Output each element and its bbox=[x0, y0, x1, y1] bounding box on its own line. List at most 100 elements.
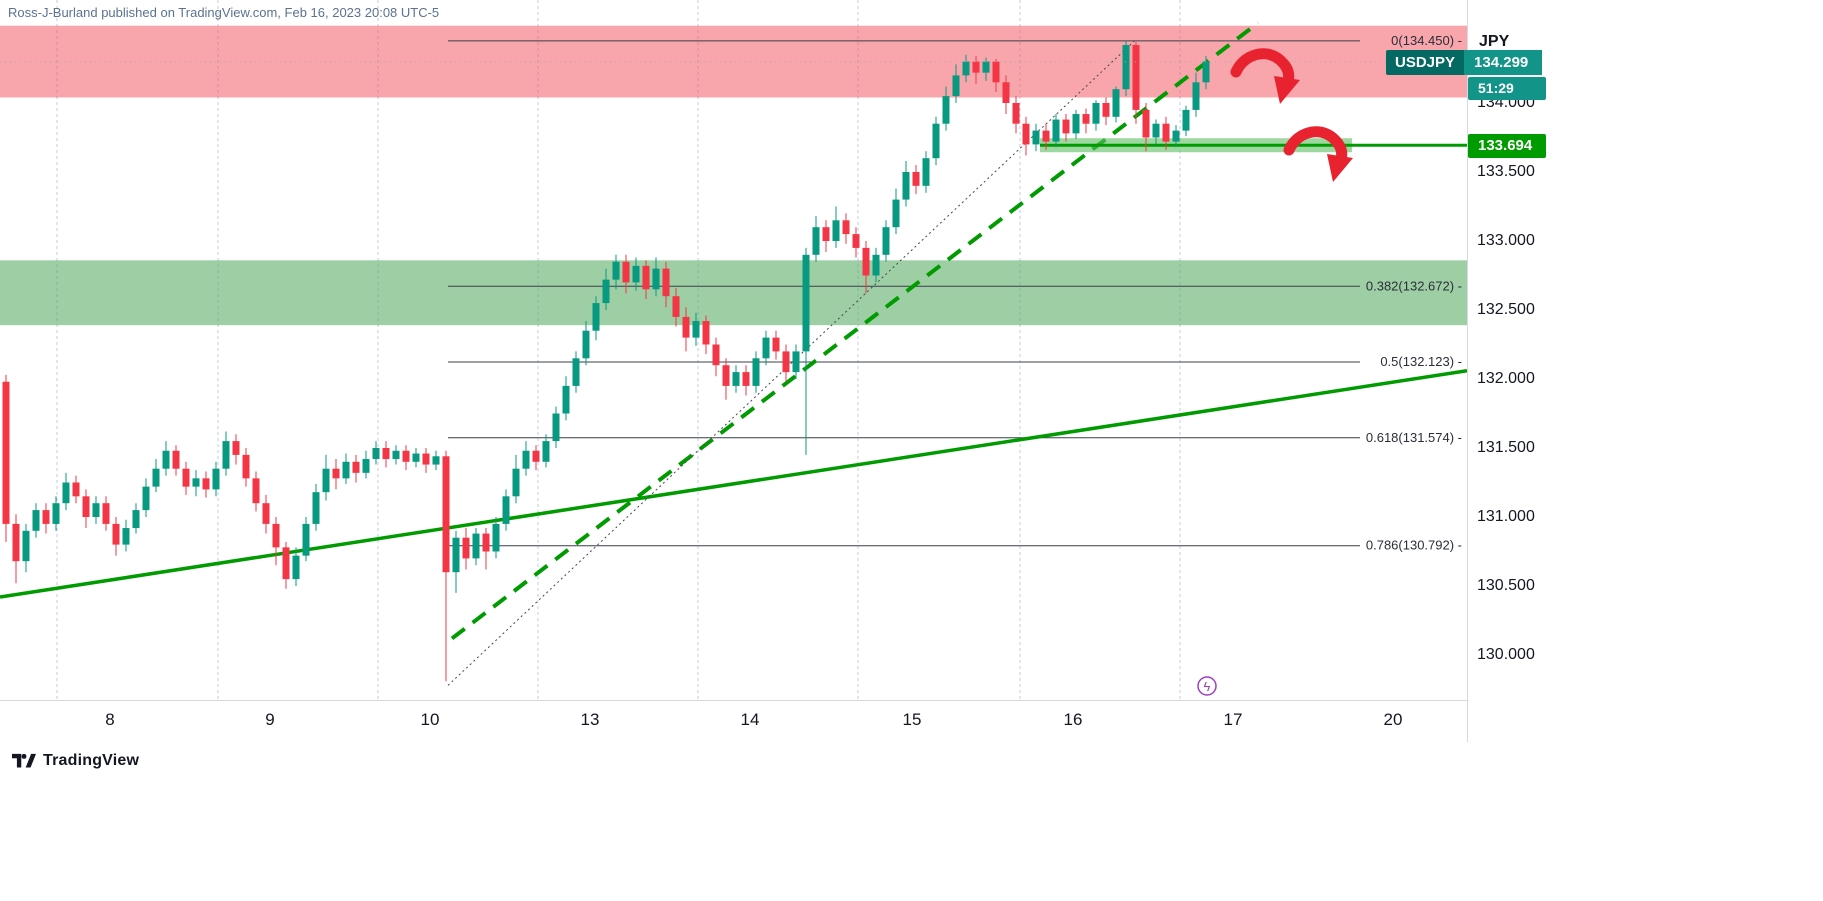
candle-body bbox=[502, 496, 510, 524]
chart-canvas[interactable]: 0(134.450) - 0.382(132.672) - 0.5(132.123)… bbox=[0, 0, 1467, 700]
candle-body bbox=[202, 478, 210, 490]
candle-body bbox=[412, 453, 420, 462]
candle-body bbox=[22, 530, 30, 562]
candle-body bbox=[1182, 109, 1190, 131]
time-axis[interactable]: 8 9 10 13 14 15 16 17 20 bbox=[0, 700, 1467, 743]
ascending-trendline[interactable] bbox=[0, 368, 1467, 599]
candle-body bbox=[572, 358, 580, 386]
candle-body bbox=[692, 321, 700, 338]
candle-body bbox=[522, 450, 530, 469]
candle-body bbox=[1042, 130, 1050, 142]
currency-label: JPY bbox=[1479, 33, 1510, 50]
chart-area[interactable]: 0(134.450) - 0.382(132.672) - 0.5(132.123)… bbox=[0, 0, 1566, 743]
candle-body bbox=[282, 547, 290, 580]
time-label: 14 bbox=[740, 710, 760, 729]
candle-body bbox=[162, 450, 170, 469]
candle-body bbox=[222, 441, 230, 469]
candle-body bbox=[722, 365, 730, 386]
event-marker-circle[interactable] bbox=[1197, 676, 1217, 696]
candle-body bbox=[972, 61, 980, 73]
candle-body bbox=[792, 351, 800, 373]
candle-body bbox=[872, 254, 880, 276]
candle-body bbox=[852, 234, 860, 248]
time-label: 17 bbox=[1223, 710, 1243, 729]
candle-body bbox=[682, 316, 690, 338]
candle-body bbox=[1162, 123, 1170, 142]
support-zone[interactable] bbox=[0, 260, 1467, 326]
tradingview-logo[interactable]: TradingView bbox=[12, 752, 139, 770]
candle-body bbox=[982, 61, 990, 73]
time-label: 10 bbox=[420, 710, 440, 729]
fib-level-label: 0.618(131.574) - bbox=[1366, 430, 1462, 445]
price-tick-label: 131.000 bbox=[1477, 508, 1535, 525]
candle-body bbox=[862, 247, 870, 276]
candle-body bbox=[12, 523, 20, 562]
candle-body bbox=[252, 478, 260, 504]
candle-body bbox=[182, 468, 190, 487]
candle-body bbox=[542, 441, 550, 462]
candle-body bbox=[1012, 103, 1020, 124]
fib-level-label: 0.382(132.672) - bbox=[1366, 278, 1462, 293]
candle-body bbox=[1122, 45, 1130, 90]
candle-body bbox=[262, 503, 270, 524]
candle-body bbox=[92, 503, 100, 517]
red-down-arrow-curve bbox=[1283, 126, 1348, 165]
price-axis[interactable]: JPY 134.000 133.500 133.000 132.500 132.000 1… bbox=[1467, 0, 1566, 742]
candle-body bbox=[192, 478, 200, 487]
candle-body bbox=[232, 441, 240, 455]
candle-body bbox=[642, 265, 650, 290]
candle-body bbox=[1022, 123, 1030, 145]
candle-body bbox=[472, 533, 480, 559]
support-price-badge: 133.694 bbox=[1468, 134, 1546, 158]
candle-body bbox=[1192, 82, 1200, 110]
fib-baseline[interactable] bbox=[447, 39, 1137, 686]
candle-body bbox=[82, 496, 90, 517]
candle-body bbox=[762, 337, 770, 359]
candle-body bbox=[932, 123, 940, 159]
candle-body bbox=[612, 261, 620, 280]
candle-body bbox=[912, 172, 920, 186]
candle-body bbox=[622, 261, 630, 283]
last-price-badge: 134.299 bbox=[1464, 50, 1543, 75]
candle-body bbox=[672, 296, 680, 317]
dashed-trendline[interactable] bbox=[450, 21, 1260, 641]
candle-body bbox=[1152, 123, 1160, 138]
red-down-arrow[interactable] bbox=[1230, 48, 1300, 104]
candle-body bbox=[802, 254, 810, 352]
time-label: 8 bbox=[105, 710, 115, 729]
candle-body bbox=[242, 454, 250, 479]
candle-body bbox=[392, 450, 400, 460]
candle-body bbox=[772, 337, 780, 352]
candle-body bbox=[552, 413, 560, 442]
candle-body bbox=[382, 448, 390, 460]
red-down-arrow[interactable] bbox=[1283, 126, 1353, 182]
candle-body bbox=[512, 468, 520, 497]
price-tick-label: 130.500 bbox=[1477, 577, 1535, 594]
candle-body bbox=[1032, 130, 1040, 145]
symbol-badge: USDJPY bbox=[1386, 50, 1465, 75]
candle-body bbox=[102, 503, 110, 524]
candle-body bbox=[592, 303, 600, 331]
candle-body bbox=[292, 555, 300, 580]
candle-body bbox=[662, 268, 670, 297]
candle-body bbox=[322, 468, 330, 493]
candle-body bbox=[652, 268, 660, 290]
candle-body bbox=[1002, 82, 1010, 103]
candle-body bbox=[62, 482, 70, 504]
candle-body bbox=[812, 227, 820, 255]
candle-body bbox=[302, 523, 310, 556]
time-label: 13 bbox=[580, 710, 600, 729]
candle-body bbox=[342, 461, 350, 479]
candle-body bbox=[432, 456, 440, 465]
candle-body bbox=[132, 510, 140, 529]
candle-body bbox=[372, 448, 380, 460]
candle-body bbox=[602, 279, 610, 304]
candle-body bbox=[152, 468, 160, 487]
resistance-zone[interactable] bbox=[0, 25, 1467, 98]
candle-body bbox=[632, 265, 640, 283]
candle-body bbox=[962, 61, 970, 76]
candle-body bbox=[892, 199, 900, 228]
candle-body bbox=[882, 227, 890, 255]
countdown-badge: 51:29 bbox=[1468, 77, 1546, 100]
candle-body bbox=[112, 523, 120, 545]
